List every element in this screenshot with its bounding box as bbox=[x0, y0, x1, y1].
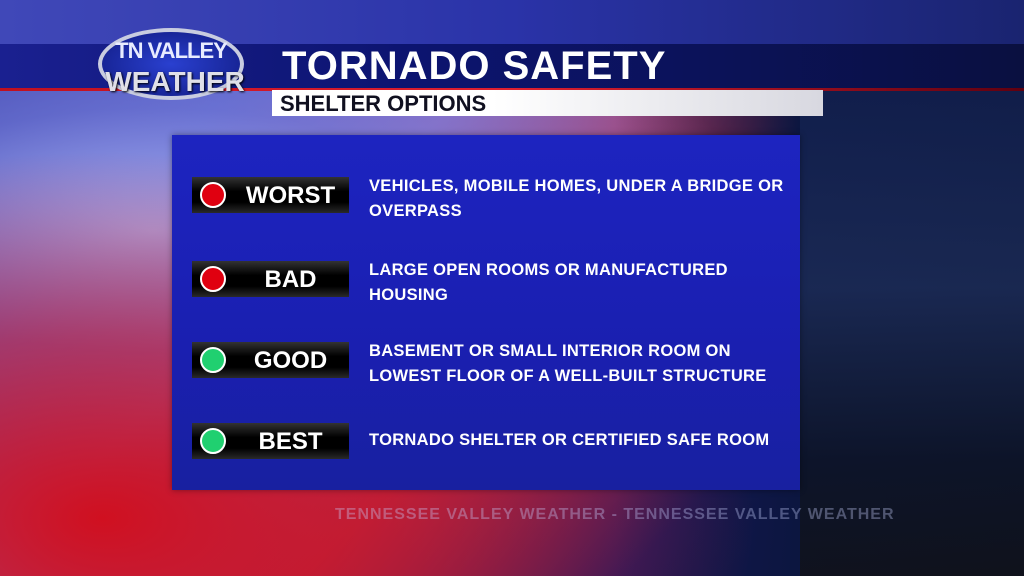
watermark: TENNESSEE VALLEY WEATHER - TENNESSEE VAL… bbox=[335, 506, 895, 523]
option-description: TORNADO SHELTER OR CERTIFIED SAFE ROOM bbox=[369, 431, 770, 449]
option-description: LARGE OPEN ROOMS OR MANUFACTURED HOUSING bbox=[369, 261, 728, 304]
rating-label: BEST bbox=[258, 428, 323, 455]
station-logo: TN VALLEY WEATHER bbox=[98, 28, 245, 100]
subtitle: SHELTER OPTIONS bbox=[280, 91, 487, 116]
rating-pill: WORST bbox=[192, 177, 349, 213]
tornado-photo-background bbox=[800, 0, 1024, 576]
subtitle-bar: SHELTER OPTIONS bbox=[272, 90, 823, 116]
status-dot-icon bbox=[200, 266, 226, 292]
rating-pill: GOOD bbox=[192, 342, 349, 378]
option-row: BAD LARGE OPEN ROOMS OR MANUFACTURED HOU… bbox=[192, 261, 792, 304]
page-title: TORNADO SAFETY bbox=[282, 44, 667, 88]
rating-label: WORST bbox=[245, 182, 336, 209]
option-row: GOOD BASEMENT OR SMALL INTERIOR ROOM ON … bbox=[192, 342, 792, 385]
status-dot-icon bbox=[200, 347, 226, 373]
header-red-line bbox=[0, 88, 1024, 91]
logo-line2: WEATHER bbox=[105, 66, 245, 97]
logo-line1: TN VALLEY bbox=[115, 38, 228, 63]
option-description: VEHICLES, MOBILE HOMES, UNDER A BRIDGE O… bbox=[369, 177, 784, 220]
option-row: BEST TORNADO SHELTER OR CERTIFIED SAFE R… bbox=[192, 423, 792, 463]
options-panel: WORST VEHICLES, MOBILE HOMES, UNDER A BR… bbox=[172, 135, 800, 490]
rating-pill: BEST bbox=[192, 423, 349, 459]
status-dot-icon bbox=[200, 428, 226, 454]
rating-label: GOOD bbox=[253, 347, 328, 374]
option-row: WORST VEHICLES, MOBILE HOMES, UNDER A BR… bbox=[192, 177, 792, 220]
rating-pill: BAD bbox=[192, 261, 349, 297]
rating-label: BAD bbox=[264, 266, 317, 293]
status-dot-icon bbox=[200, 182, 226, 208]
option-description: BASEMENT OR SMALL INTERIOR ROOM ON LOWES… bbox=[369, 342, 767, 385]
